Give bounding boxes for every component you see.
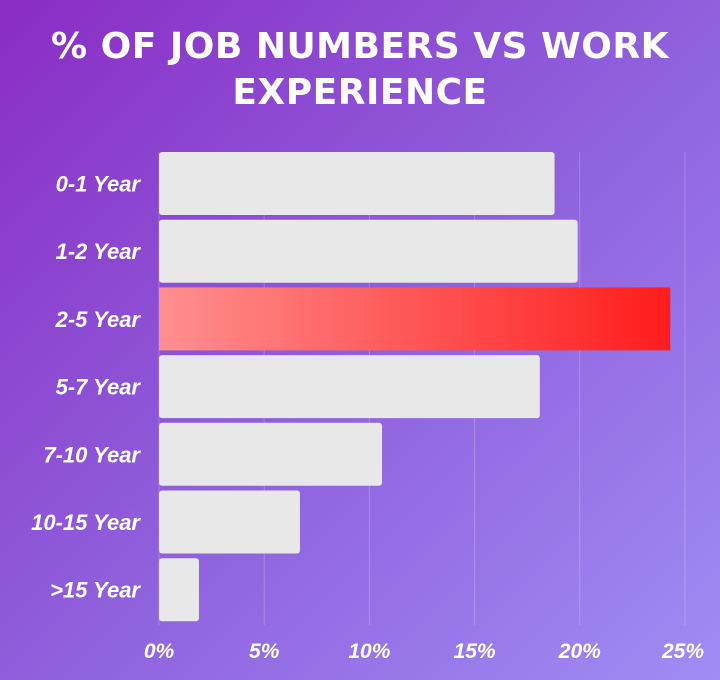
chart-title-line-2: EXPERIENCE [232,72,488,113]
bar [159,355,540,419]
category-label: 2-5 Year [55,307,142,332]
bar [159,558,199,622]
category-label: 7-10 Year [43,442,141,467]
chart-title-line-1: % OF JOB NUMBERS VS WORK [51,26,669,67]
x-tick-label: 0% [144,640,175,663]
x-tick-label: 20% [558,640,601,663]
bar [159,422,383,486]
x-tick-label: 5% [249,640,280,663]
x-tick-label: 25% [661,640,704,663]
bar [159,219,578,283]
category-label: 0-1 Year [56,172,142,197]
chart-title: % OF JOB NUMBERS VS WORK EXPERIENCE [0,24,720,116]
x-tick-label: 10% [348,640,390,663]
x-tick-label: 15% [454,640,496,663]
category-label: 5-7 Year [56,375,142,400]
bar-highlighted [159,287,671,351]
bar [159,490,300,554]
bars [159,152,671,622]
x-axis-ticks: 0% 5% 10% 15% 20% 25% [144,640,705,663]
category-labels: 0-1 Year 1-2 Year 2-5 Year 5-7 Year 7-10 Yea… [31,172,141,603]
category-label: 1-2 Year [56,239,142,264]
category-label: >15 Year [50,578,141,603]
category-label: 10-15 Year [31,510,141,535]
bar [159,152,555,215]
